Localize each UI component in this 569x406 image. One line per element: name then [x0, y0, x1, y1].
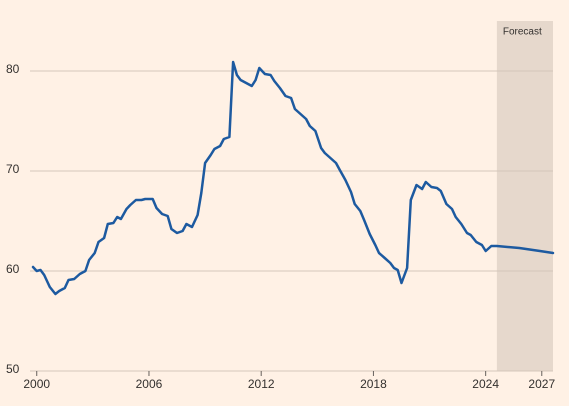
x-tick-label: 2006	[136, 377, 163, 391]
x-tick-label: 2000	[23, 377, 50, 391]
y-tick-label: 70	[6, 162, 20, 176]
x-tick-label: 2027	[528, 377, 555, 391]
y-tick-label: 80	[6, 62, 20, 76]
x-tick-label: 2018	[360, 377, 387, 391]
x-tick-label: 2024	[472, 377, 499, 391]
forecast-region	[496, 21, 553, 371]
y-tick-label: 60	[6, 262, 20, 276]
x-tick-label: 2012	[248, 377, 275, 391]
forecast-label: Forecast	[503, 27, 542, 38]
y-tick-label: 50	[6, 362, 20, 376]
data-line	[31, 60, 555, 296]
